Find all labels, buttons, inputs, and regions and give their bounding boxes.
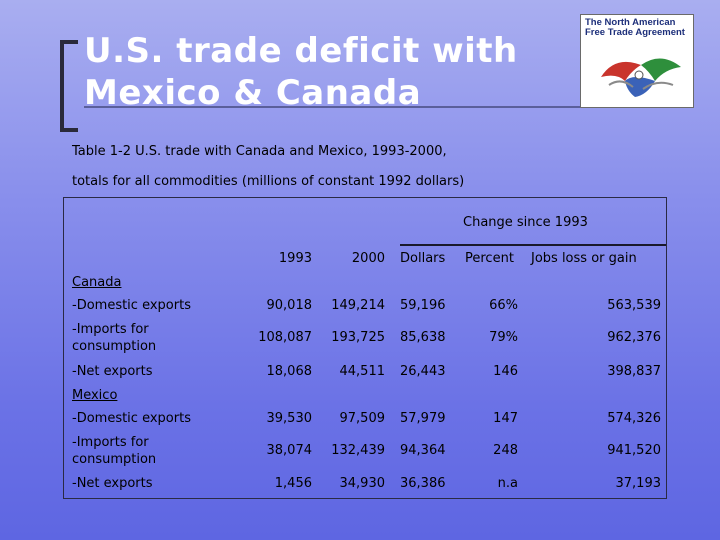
cell-jobs: 37,193 (615, 476, 662, 491)
cell-2000: 149,214 (331, 298, 385, 313)
row-label: -Imports for (72, 322, 149, 337)
row-label: -Net exports (72, 476, 153, 491)
nafta-emblem-icon (601, 58, 681, 97)
slide-title: U.S. trade deficit with Mexico & Canada (84, 30, 584, 114)
section-canada: Canada (72, 275, 122, 290)
row-label-cont: consumption (72, 339, 157, 354)
col-header-jobs: Jobs loss or gain (531, 251, 637, 266)
cell-2000: 44,511 (339, 364, 386, 379)
cell-2000: 97,509 (339, 411, 386, 426)
cell-percent: 79% (489, 330, 518, 345)
cell-dollars: 57,979 (400, 411, 446, 426)
logo-text: The North American Free Trade Agreement (585, 18, 691, 38)
cell-percent: n.a (497, 476, 518, 491)
change-since-header: Change since 1993 (463, 215, 588, 230)
cell-2000: 34,930 (339, 476, 386, 491)
nafta-logo: The North American Free Trade Agreement (580, 14, 694, 108)
cell-percent: 66% (489, 298, 518, 313)
title-bracket (60, 40, 78, 132)
row-label: -Net exports (72, 364, 153, 379)
cell-1993: 38,074 (266, 443, 313, 458)
row-label-cont: consumption (72, 452, 157, 467)
cell-1993: 18,068 (266, 364, 313, 379)
col-header-1993: 1993 (278, 251, 312, 266)
row-label: -Domestic exports (72, 298, 191, 313)
cell-percent: 147 (493, 411, 518, 426)
cell-jobs: 574,326 (607, 411, 661, 426)
cell-dollars: 94,364 (400, 443, 446, 458)
cell-jobs: 962,376 (607, 330, 661, 345)
cell-jobs: 398,837 (607, 364, 661, 379)
cell-dollars: 26,443 (400, 364, 446, 379)
change-header-rule (400, 244, 666, 246)
row-label: -Imports for (72, 435, 149, 450)
col-header-percent: Percent (465, 251, 514, 266)
table-caption-line-2: totals for all commodities (millions of … (72, 174, 465, 189)
cell-dollars: 36,386 (400, 476, 446, 491)
cell-1993: 39,530 (266, 411, 313, 426)
cell-2000: 193,725 (331, 330, 385, 345)
cell-percent: 248 (493, 443, 518, 458)
cell-1993: 1,456 (274, 476, 312, 491)
col-header-2000: 2000 (351, 251, 385, 266)
cell-jobs: 563,539 (607, 298, 661, 313)
cell-jobs: 941,520 (607, 443, 661, 458)
cell-1993: 108,087 (258, 330, 312, 345)
cell-2000: 132,439 (331, 443, 385, 458)
logo-text-line-2: Free Trade Agreement (585, 27, 685, 38)
title-underline (84, 106, 584, 108)
cell-1993: 90,018 (266, 298, 313, 313)
row-label: -Domestic exports (72, 411, 191, 426)
title-line-1: U.S. trade deficit with (84, 31, 518, 71)
logo-text-line-1: The North American (585, 17, 676, 28)
cell-dollars: 85,638 (400, 330, 446, 345)
section-mexico: Mexico (72, 388, 118, 403)
cell-percent: 146 (493, 364, 518, 379)
table-frame (63, 197, 667, 499)
col-header-dollars: Dollars (400, 251, 446, 266)
table-caption-line-1: Table 1-2 U.S. trade with Canada and Mex… (72, 144, 447, 159)
cell-dollars: 59,196 (400, 298, 446, 313)
